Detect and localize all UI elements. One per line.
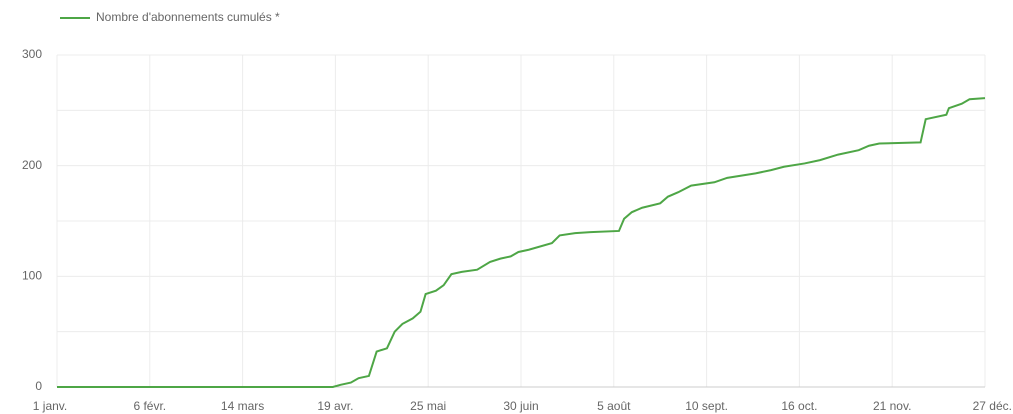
y-tick-label: 100 [22,269,42,283]
y-tick-label: 0 [35,379,42,393]
x-tick-label: 25 mai [410,399,446,413]
legend-label: Nombre d'abonnements cumulés * [96,10,280,24]
x-tick-label: 27 déc. [973,399,1012,413]
x-tick-label: 21 nov. [873,399,911,413]
series-line [57,97,986,388]
x-tick-label: 5 août [597,399,631,413]
x-tick-label: 6 févr. [133,399,166,413]
y-tick-label: 200 [22,158,42,172]
x-tick-label: 16 oct. [781,399,817,413]
x-tick-label: 14 mars [221,399,264,413]
y-tick-label: 300 [22,47,42,61]
x-tick-label: 10 sept. [685,399,728,413]
x-tick-label: 30 juin [503,399,538,413]
x-tick-label: 19 avr. [317,399,353,413]
x-tick-label: 1 janv. [33,399,67,413]
